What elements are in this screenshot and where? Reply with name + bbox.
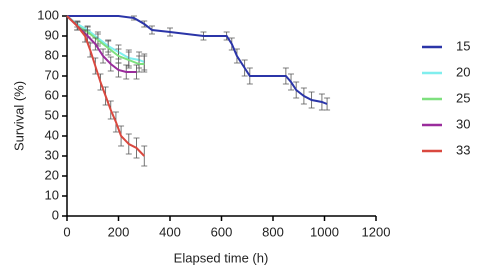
y-tick-label: 30 — [45, 147, 59, 162]
y-tick-label: 80 — [45, 47, 59, 62]
legend-label: 30 — [456, 116, 470, 131]
x-tick-label: 0 — [63, 224, 70, 239]
legend-label: 33 — [456, 142, 470, 157]
y-tick-label: 40 — [45, 127, 59, 142]
survival-line — [67, 15, 328, 105]
y-tick-label: 90 — [45, 27, 59, 42]
legend-label: 25 — [456, 90, 470, 105]
x-tick-label: 1200 — [362, 224, 391, 239]
survival-line — [66, 15, 145, 157]
y-axis-title: Survival (%) — [11, 81, 26, 151]
y-tick-label: 0 — [52, 207, 59, 222]
legend-label: 15 — [456, 38, 470, 53]
x-tick-label: 400 — [159, 224, 181, 239]
x-tick-label: 800 — [262, 224, 284, 239]
x-tick-label: 200 — [108, 224, 130, 239]
y-tick-label: 70 — [45, 67, 59, 82]
y-tick-label: 10 — [45, 187, 59, 202]
x-tick-label: 600 — [211, 224, 233, 239]
x-tick-label: 1000 — [310, 224, 339, 239]
x-axis-title: Elapsed time (h) — [174, 250, 269, 265]
y-tick-label: 20 — [45, 167, 59, 182]
y-tick-label: 60 — [45, 87, 59, 102]
y-tick-label: 50 — [45, 107, 59, 122]
y-tick-label: 100 — [37, 7, 59, 22]
legend-label: 20 — [456, 64, 470, 79]
